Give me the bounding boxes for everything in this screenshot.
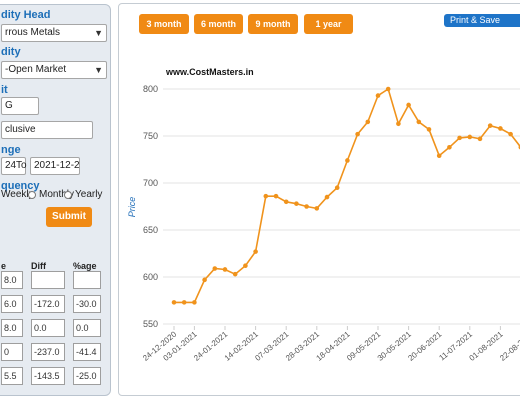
data-point[interactable] — [294, 201, 299, 206]
radio-button[interactable] — [64, 191, 72, 199]
chart-panel: 3 month 6 month 9 month 1 year Print & S… — [118, 3, 520, 396]
data-point[interactable] — [283, 199, 289, 205]
data-point[interactable] — [181, 300, 187, 305]
table-cell[interactable]: -143.5 — [31, 367, 65, 385]
radio-button[interactable] — [28, 191, 36, 199]
data-point[interactable] — [202, 277, 207, 283]
table-cell[interactable]: 8.0 — [1, 319, 23, 337]
data-point[interactable] — [508, 131, 513, 137]
price-line-chart: 550 600 650 700 750 800 24-12-202003-01-20212… — [127, 67, 520, 363]
y-tick-label: 600 — [143, 272, 158, 282]
frequency-weekly[interactable]: Weekly — [1, 189, 34, 200]
column-header-price: e — [1, 261, 7, 271]
data-point[interactable] — [304, 204, 309, 209]
table-cell[interactable] — [31, 271, 65, 289]
y-tick-label: 550 — [143, 319, 158, 329]
data-point[interactable] — [243, 263, 248, 269]
y-tick-label: 700 — [143, 178, 158, 188]
table-cell[interactable]: -25.0 — [73, 367, 101, 385]
data-point[interactable] — [334, 185, 340, 190]
table-cell[interactable]: 6.0 — [1, 295, 23, 313]
y-axis-ticks: 550 600 650 700 750 800 — [143, 84, 158, 329]
frequency-monthly[interactable]: Monthly — [28, 189, 74, 200]
table-cell[interactable]: -237.0 — [31, 343, 65, 361]
table-cell[interactable]: -30.0 — [73, 295, 101, 313]
y-tick-label: 800 — [143, 84, 158, 94]
column-header-diff: Diff — [31, 261, 46, 271]
data-point[interactable] — [498, 126, 503, 131]
unit-label: it — [1, 84, 8, 96]
table-cell[interactable]: 5.5 — [1, 367, 23, 385]
data-point[interactable] — [436, 153, 442, 159]
filter-panel: dity Head rrous Metals ▼ dity -Open Mark… — [0, 4, 111, 396]
range-9-month-button[interactable]: 9 month — [248, 14, 298, 34]
data-point[interactable] — [273, 193, 279, 199]
unit-field[interactable]: G — [1, 97, 39, 115]
data-point[interactable] — [467, 134, 473, 140]
commodity-label: dity — [1, 46, 21, 58]
range-3-month-button[interactable]: 3 month — [139, 14, 189, 34]
data-point[interactable] — [416, 119, 422, 125]
y-tick-label: 750 — [143, 131, 158, 141]
submit-button[interactable]: Submit — [46, 207, 92, 227]
data-point[interactable] — [253, 249, 258, 254]
data-point[interactable] — [171, 300, 177, 305]
data-point[interactable] — [477, 136, 483, 142]
data-point[interactable] — [212, 266, 218, 271]
chevron-down-icon: ▼ — [94, 65, 103, 75]
data-point[interactable] — [222, 267, 228, 272]
data-point[interactable] — [192, 300, 197, 305]
data-point[interactable] — [375, 93, 381, 98]
commodity-value: -Open Market — [5, 64, 67, 75]
data-point[interactable] — [447, 144, 452, 150]
x-axis-ticks: 24-12-202003-01-202124-01-202114-02-2021… — [141, 326, 520, 363]
y-tick-label: 650 — [143, 225, 158, 235]
data-point[interactable] — [396, 121, 401, 127]
date-to-field[interactable]: 2021-12-24 — [30, 157, 80, 175]
data-point[interactable] — [263, 193, 269, 199]
data-point[interactable] — [426, 127, 432, 132]
range-1-year-button[interactable]: 1 year — [304, 14, 353, 34]
frequency-yearly[interactable]: Yearly — [64, 189, 102, 200]
data-point[interactable] — [324, 194, 330, 200]
data-point[interactable] — [355, 131, 360, 137]
y-axis-title: Price — [127, 197, 137, 218]
data-point[interactable] — [232, 271, 238, 277]
date-to-label: To — [16, 160, 27, 171]
table-cell[interactable]: -41.4 — [73, 343, 101, 361]
commodity-head-label: dity Head — [1, 9, 51, 21]
data-point[interactable] — [406, 102, 411, 108]
price-series-points — [171, 86, 520, 305]
table-cell[interactable]: -172.0 — [31, 295, 65, 313]
column-header-percentage: %age — [73, 261, 97, 271]
chevron-down-icon: ▼ — [94, 28, 103, 38]
data-point[interactable] — [365, 119, 371, 125]
data-point[interactable] — [487, 123, 493, 128]
chart-grid — [163, 88, 520, 325]
commodity-select[interactable]: -Open Market ▼ — [1, 61, 107, 79]
data-point[interactable] — [385, 86, 391, 92]
frequency-label: quency — [1, 180, 40, 192]
table-cell[interactable]: 0 — [1, 343, 23, 361]
table-cell[interactable] — [73, 271, 101, 289]
chart-title: www.CostMasters.in — [165, 67, 254, 77]
data-point[interactable] — [345, 158, 350, 163]
data-point[interactable] — [314, 206, 320, 211]
range-6-month-button[interactable]: 6 month — [194, 14, 243, 34]
commodity-head-select[interactable]: rrous Metals ▼ — [1, 24, 107, 42]
table-cell[interactable]: 8.0 — [1, 271, 23, 289]
data-point[interactable] — [457, 135, 462, 141]
table-cell[interactable]: 0.0 — [31, 319, 65, 337]
date-range-label: nge — [1, 144, 21, 156]
print-save-button[interactable]: Print & Save — [444, 14, 520, 27]
date-from-field[interactable]: 24 — [1, 157, 26, 175]
commodity-head-value: rrous Metals — [5, 27, 61, 38]
tax-field[interactable]: clusive — [1, 121, 93, 139]
table-cell[interactable]: 0.0 — [73, 319, 101, 337]
